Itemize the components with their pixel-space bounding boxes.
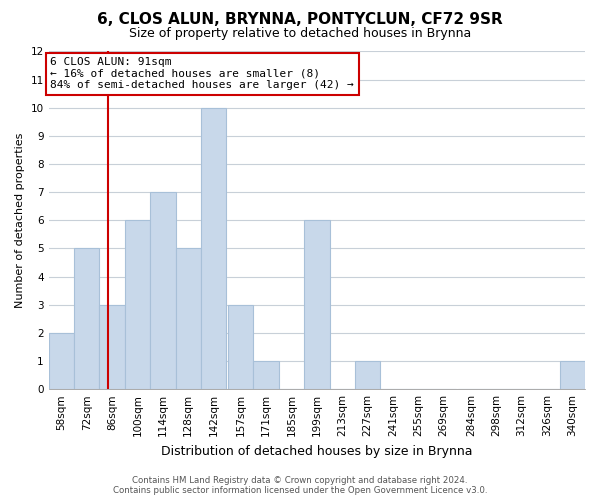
Text: Size of property relative to detached houses in Brynna: Size of property relative to detached ho… <box>129 28 471 40</box>
Bar <box>125 220 150 389</box>
Bar <box>560 361 585 389</box>
Bar <box>253 361 279 389</box>
Bar <box>100 305 125 389</box>
Bar <box>355 361 380 389</box>
Bar <box>201 108 226 389</box>
Y-axis label: Number of detached properties: Number of detached properties <box>15 132 25 308</box>
Text: 6 CLOS ALUN: 91sqm
← 16% of detached houses are smaller (8)
84% of semi-detached: 6 CLOS ALUN: 91sqm ← 16% of detached hou… <box>50 57 354 90</box>
Bar <box>49 333 74 389</box>
X-axis label: Distribution of detached houses by size in Brynna: Distribution of detached houses by size … <box>161 444 473 458</box>
Bar <box>304 220 329 389</box>
Bar <box>150 192 176 389</box>
Bar <box>228 305 253 389</box>
Bar <box>74 248 100 389</box>
Text: Contains HM Land Registry data © Crown copyright and database right 2024.
Contai: Contains HM Land Registry data © Crown c… <box>113 476 487 495</box>
Bar <box>176 248 201 389</box>
Text: 6, CLOS ALUN, BRYNNA, PONTYCLUN, CF72 9SR: 6, CLOS ALUN, BRYNNA, PONTYCLUN, CF72 9S… <box>97 12 503 28</box>
